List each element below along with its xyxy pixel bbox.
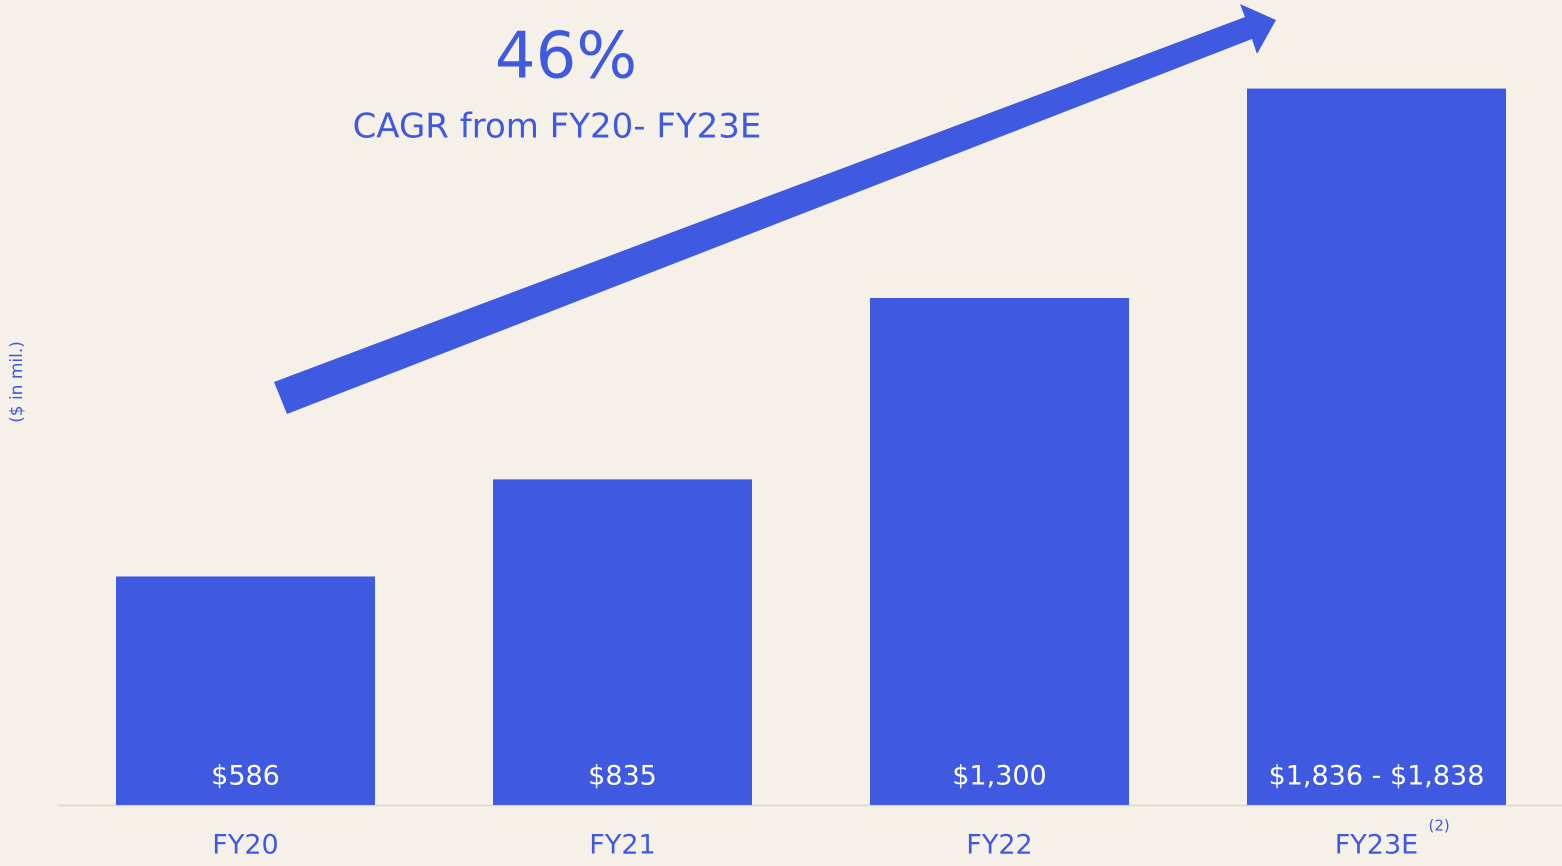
cagr-caption: CAGR from FY20- FY23E bbox=[353, 107, 762, 147]
x-tick-label: FY22 bbox=[966, 830, 1032, 861]
footnote-marker: (2) bbox=[1429, 817, 1450, 835]
x-tick-label: FY23E bbox=[1335, 830, 1418, 861]
bar bbox=[870, 298, 1129, 805]
value-label: $586 bbox=[211, 761, 280, 792]
y-axis-label: ($ in mil.) bbox=[7, 341, 27, 423]
cagr-value: 46% bbox=[495, 20, 637, 94]
x-tick-label: FY21 bbox=[589, 830, 655, 861]
value-label: $1,836 - $1,838 bbox=[1269, 761, 1485, 792]
bar bbox=[493, 479, 752, 805]
value-label: $835 bbox=[588, 761, 657, 792]
growth-arrow bbox=[274, 4, 1276, 414]
x-tick-label: FY20 bbox=[212, 830, 278, 861]
bar bbox=[116, 576, 375, 805]
value-label: $1,300 bbox=[952, 761, 1046, 792]
bar bbox=[1247, 88, 1506, 805]
